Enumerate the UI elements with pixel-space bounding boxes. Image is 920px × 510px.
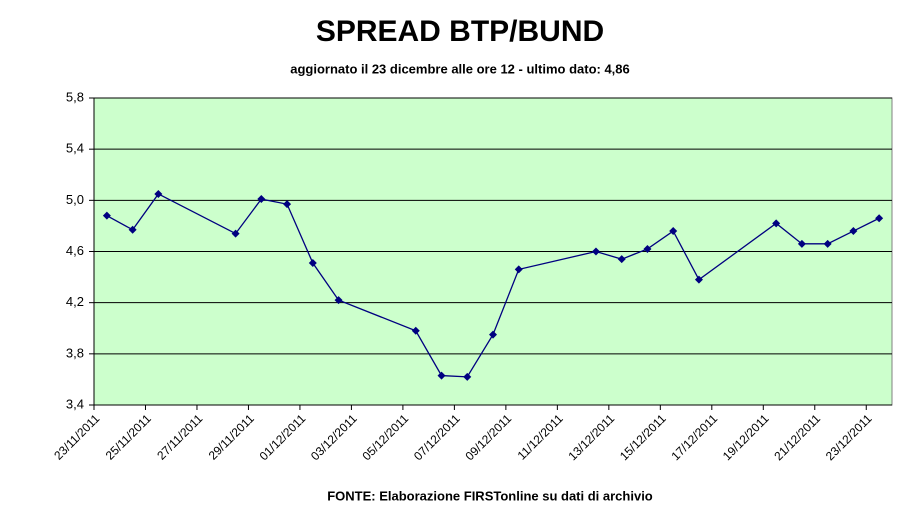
data-point	[463, 372, 472, 381]
y-tick-label: 4,2	[66, 294, 84, 309]
x-tick-label: 07/12/2011	[411, 411, 463, 463]
data-point	[694, 275, 703, 284]
data-point	[875, 214, 884, 223]
data-point	[823, 239, 832, 248]
x-tick-label: 01/12/2011	[257, 411, 309, 463]
y-tick-label: 5,4	[66, 141, 84, 156]
x-tick-label: 09/12/2011	[462, 411, 514, 463]
data-point	[231, 229, 240, 238]
data-point	[772, 219, 781, 228]
chart-subtitle: aggiornato il 23 dicembre alle ore 12 - …	[290, 61, 630, 76]
y-tick-label: 4,6	[66, 243, 84, 258]
data-point	[617, 255, 626, 264]
x-tick-label: 19/12/2011	[720, 411, 772, 463]
data-point	[257, 195, 266, 204]
data-point	[411, 326, 420, 335]
data-point	[437, 371, 446, 380]
data-point	[797, 239, 806, 248]
x-tick-label: 05/12/2011	[360, 411, 412, 463]
data-point	[128, 225, 137, 234]
y-tick-label: 3,8	[66, 345, 84, 360]
data-point	[489, 330, 497, 339]
x-tick-label: 25/11/2011	[103, 411, 154, 462]
x-tick-label: 11/12/2011	[515, 411, 566, 462]
x-tick-label: 23/12/2011	[823, 411, 875, 463]
data-point	[669, 227, 678, 236]
x-tick-label: 13/12/2011	[565, 411, 617, 463]
y-tick-label: 5,8	[66, 89, 84, 104]
x-tick-label: 23/11/2011	[51, 411, 102, 462]
data-point	[283, 200, 292, 209]
data-point	[154, 189, 163, 198]
data-point	[102, 211, 111, 220]
data-point	[308, 259, 317, 268]
data-point	[643, 244, 652, 253]
x-tick-label: 03/12/2011	[308, 411, 360, 463]
x-tick-label: 17/12/2011	[668, 411, 720, 463]
x-tick-label: 15/12/2011	[617, 411, 669, 463]
x-tick-label: 27/11/2011	[154, 411, 205, 462]
x-tick-label: 21/12/2011	[771, 411, 823, 463]
data-point	[514, 265, 523, 274]
source-note: FONTE: Elaborazione FIRSTonline su dati …	[327, 488, 653, 503]
chart-title: SPREAD BTP/BUND	[316, 15, 604, 48]
data-point	[591, 247, 600, 256]
y-tick-label: 5,0	[66, 192, 84, 207]
x-tick-label: 29/11/2011	[206, 411, 257, 462]
data-point	[849, 227, 858, 236]
data-point	[334, 296, 343, 305]
y-tick-label: 3,4	[66, 396, 84, 411]
